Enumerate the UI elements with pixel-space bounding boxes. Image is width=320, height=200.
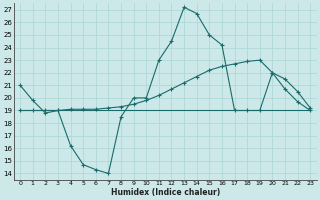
- X-axis label: Humidex (Indice chaleur): Humidex (Indice chaleur): [111, 188, 220, 197]
